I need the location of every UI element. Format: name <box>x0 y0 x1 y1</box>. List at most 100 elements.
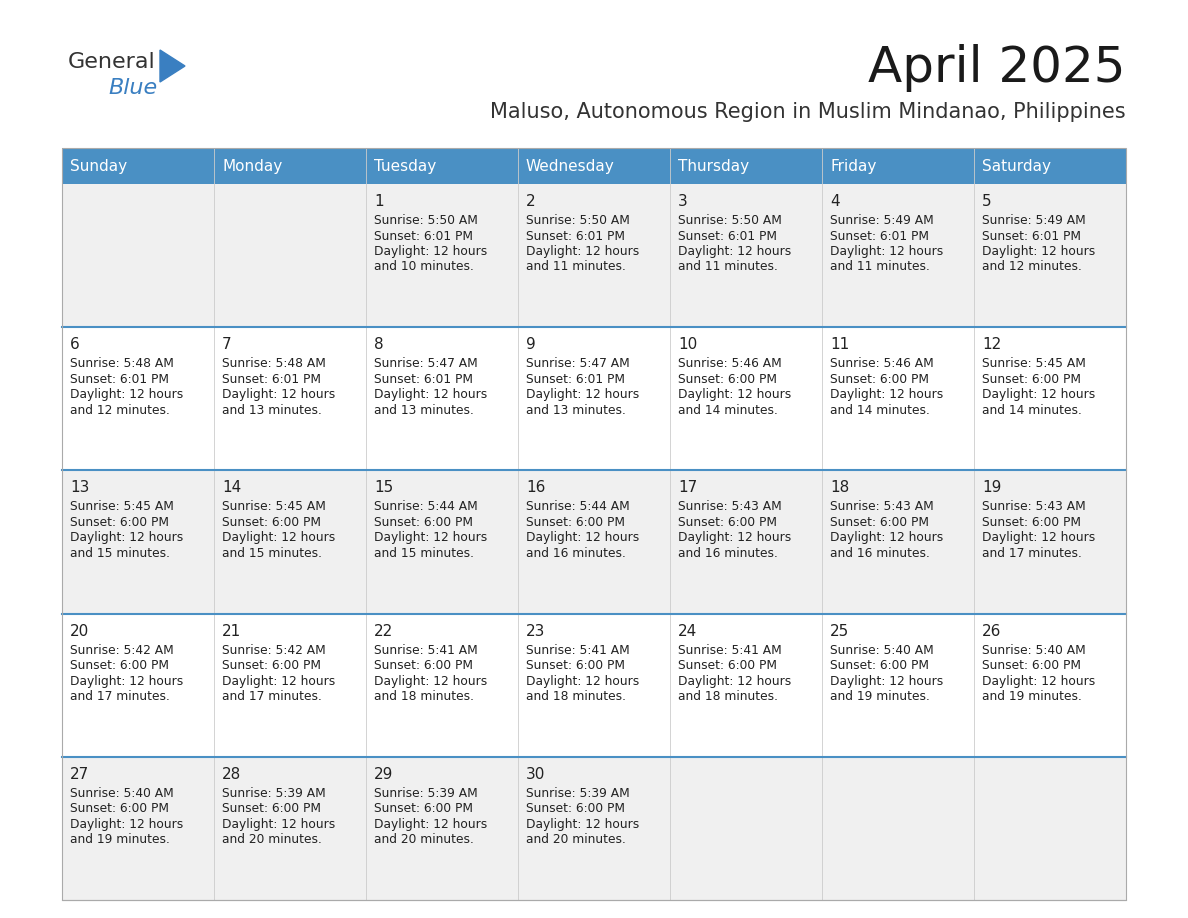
Text: Daylight: 12 hours: Daylight: 12 hours <box>70 675 183 688</box>
Bar <box>62 327 1126 470</box>
Text: Sunset: 6:00 PM: Sunset: 6:00 PM <box>982 659 1081 672</box>
Text: Sunday: Sunday <box>70 159 127 174</box>
Text: 24: 24 <box>678 623 697 639</box>
Text: Sunrise: 5:41 AM: Sunrise: 5:41 AM <box>526 644 630 656</box>
Text: 25: 25 <box>830 623 849 639</box>
Text: Sunrise: 5:45 AM: Sunrise: 5:45 AM <box>222 500 326 513</box>
Text: Daylight: 12 hours: Daylight: 12 hours <box>222 388 335 401</box>
Text: Sunset: 6:00 PM: Sunset: 6:00 PM <box>830 373 929 386</box>
Text: 23: 23 <box>526 623 545 639</box>
Text: 18: 18 <box>830 480 849 496</box>
Text: April 2025: April 2025 <box>868 44 1126 92</box>
Text: Daylight: 12 hours: Daylight: 12 hours <box>374 532 487 544</box>
Text: Monday: Monday <box>222 159 283 174</box>
Text: 3: 3 <box>678 194 688 209</box>
Text: Sunset: 6:00 PM: Sunset: 6:00 PM <box>526 659 625 672</box>
Text: Daylight: 12 hours: Daylight: 12 hours <box>982 532 1095 544</box>
Text: Daylight: 12 hours: Daylight: 12 hours <box>982 245 1095 258</box>
Text: 27: 27 <box>70 767 89 782</box>
Text: Daylight: 12 hours: Daylight: 12 hours <box>526 675 639 688</box>
Text: and 18 minutes.: and 18 minutes. <box>678 690 778 703</box>
Text: 5: 5 <box>982 194 992 209</box>
Text: Daylight: 12 hours: Daylight: 12 hours <box>374 818 487 831</box>
Text: 19: 19 <box>982 480 1001 496</box>
Text: Maluso, Autonomous Region in Muslim Mindanao, Philippines: Maluso, Autonomous Region in Muslim Mind… <box>491 102 1126 122</box>
Text: Sunrise: 5:47 AM: Sunrise: 5:47 AM <box>374 357 478 370</box>
Text: and 13 minutes.: and 13 minutes. <box>374 404 474 417</box>
Text: Sunrise: 5:48 AM: Sunrise: 5:48 AM <box>222 357 326 370</box>
Text: 22: 22 <box>374 623 393 639</box>
Text: and 16 minutes.: and 16 minutes. <box>678 547 778 560</box>
Text: Sunrise: 5:39 AM: Sunrise: 5:39 AM <box>526 787 630 800</box>
Text: Tuesday: Tuesday <box>374 159 436 174</box>
Text: Daylight: 12 hours: Daylight: 12 hours <box>982 388 1095 401</box>
Text: Daylight: 12 hours: Daylight: 12 hours <box>222 532 335 544</box>
Text: Sunset: 6:00 PM: Sunset: 6:00 PM <box>830 659 929 672</box>
Text: Sunset: 6:00 PM: Sunset: 6:00 PM <box>678 659 777 672</box>
Text: Daylight: 12 hours: Daylight: 12 hours <box>678 245 791 258</box>
Text: Sunrise: 5:50 AM: Sunrise: 5:50 AM <box>678 214 782 227</box>
Text: 28: 28 <box>222 767 241 782</box>
Text: Daylight: 12 hours: Daylight: 12 hours <box>830 532 943 544</box>
Text: Sunrise: 5:45 AM: Sunrise: 5:45 AM <box>70 500 173 513</box>
Text: Thursday: Thursday <box>678 159 750 174</box>
Text: Sunrise: 5:42 AM: Sunrise: 5:42 AM <box>70 644 173 656</box>
Text: Saturday: Saturday <box>982 159 1051 174</box>
Text: Sunrise: 5:50 AM: Sunrise: 5:50 AM <box>526 214 630 227</box>
Text: Daylight: 12 hours: Daylight: 12 hours <box>374 675 487 688</box>
Text: 1: 1 <box>374 194 384 209</box>
Text: 17: 17 <box>678 480 697 496</box>
Text: Sunrise: 5:40 AM: Sunrise: 5:40 AM <box>70 787 173 800</box>
Bar <box>62 613 1126 756</box>
Text: and 20 minutes.: and 20 minutes. <box>374 834 474 846</box>
Text: and 19 minutes.: and 19 minutes. <box>830 690 930 703</box>
Text: 6: 6 <box>70 337 80 353</box>
Text: Daylight: 12 hours: Daylight: 12 hours <box>374 245 487 258</box>
Text: Sunrise: 5:49 AM: Sunrise: 5:49 AM <box>982 214 1086 227</box>
Text: Sunset: 6:01 PM: Sunset: 6:01 PM <box>526 373 625 386</box>
Text: 4: 4 <box>830 194 840 209</box>
Text: Sunset: 6:01 PM: Sunset: 6:01 PM <box>70 373 169 386</box>
Text: and 20 minutes.: and 20 minutes. <box>222 834 322 846</box>
Text: 29: 29 <box>374 767 393 782</box>
Text: Sunrise: 5:39 AM: Sunrise: 5:39 AM <box>374 787 478 800</box>
Text: 2: 2 <box>526 194 536 209</box>
Text: Friday: Friday <box>830 159 877 174</box>
Bar <box>62 470 1126 613</box>
Text: Daylight: 12 hours: Daylight: 12 hours <box>70 532 183 544</box>
Text: Sunrise: 5:44 AM: Sunrise: 5:44 AM <box>374 500 478 513</box>
Text: Sunrise: 5:50 AM: Sunrise: 5:50 AM <box>374 214 478 227</box>
Text: and 19 minutes.: and 19 minutes. <box>982 690 1082 703</box>
Text: Sunrise: 5:46 AM: Sunrise: 5:46 AM <box>830 357 934 370</box>
Text: Sunset: 6:00 PM: Sunset: 6:00 PM <box>678 516 777 529</box>
Text: Sunset: 6:00 PM: Sunset: 6:00 PM <box>70 802 169 815</box>
Text: and 13 minutes.: and 13 minutes. <box>222 404 322 417</box>
Text: and 20 minutes.: and 20 minutes. <box>526 834 626 846</box>
Text: Daylight: 12 hours: Daylight: 12 hours <box>526 388 639 401</box>
Text: and 14 minutes.: and 14 minutes. <box>830 404 930 417</box>
Text: 13: 13 <box>70 480 89 496</box>
Text: 20: 20 <box>70 623 89 639</box>
Bar <box>62 184 1126 327</box>
Text: Sunrise: 5:39 AM: Sunrise: 5:39 AM <box>222 787 326 800</box>
Text: Sunset: 6:01 PM: Sunset: 6:01 PM <box>374 230 473 242</box>
Bar <box>62 148 1126 184</box>
Text: Sunrise: 5:41 AM: Sunrise: 5:41 AM <box>374 644 478 656</box>
Text: and 14 minutes.: and 14 minutes. <box>982 404 1082 417</box>
Text: Daylight: 12 hours: Daylight: 12 hours <box>222 818 335 831</box>
Text: Sunrise: 5:40 AM: Sunrise: 5:40 AM <box>830 644 934 656</box>
Text: Sunset: 6:00 PM: Sunset: 6:00 PM <box>222 659 321 672</box>
Text: 21: 21 <box>222 623 241 639</box>
Text: Sunset: 6:01 PM: Sunset: 6:01 PM <box>830 230 929 242</box>
Text: and 17 minutes.: and 17 minutes. <box>222 690 322 703</box>
Text: 12: 12 <box>982 337 1001 353</box>
Text: and 18 minutes.: and 18 minutes. <box>374 690 474 703</box>
Text: and 15 minutes.: and 15 minutes. <box>222 547 322 560</box>
Text: Daylight: 12 hours: Daylight: 12 hours <box>678 532 791 544</box>
Text: and 17 minutes.: and 17 minutes. <box>70 690 170 703</box>
Text: Daylight: 12 hours: Daylight: 12 hours <box>678 388 791 401</box>
Text: 11: 11 <box>830 337 849 353</box>
Text: and 15 minutes.: and 15 minutes. <box>374 547 474 560</box>
Text: Daylight: 12 hours: Daylight: 12 hours <box>678 675 791 688</box>
Text: Sunrise: 5:40 AM: Sunrise: 5:40 AM <box>982 644 1086 656</box>
